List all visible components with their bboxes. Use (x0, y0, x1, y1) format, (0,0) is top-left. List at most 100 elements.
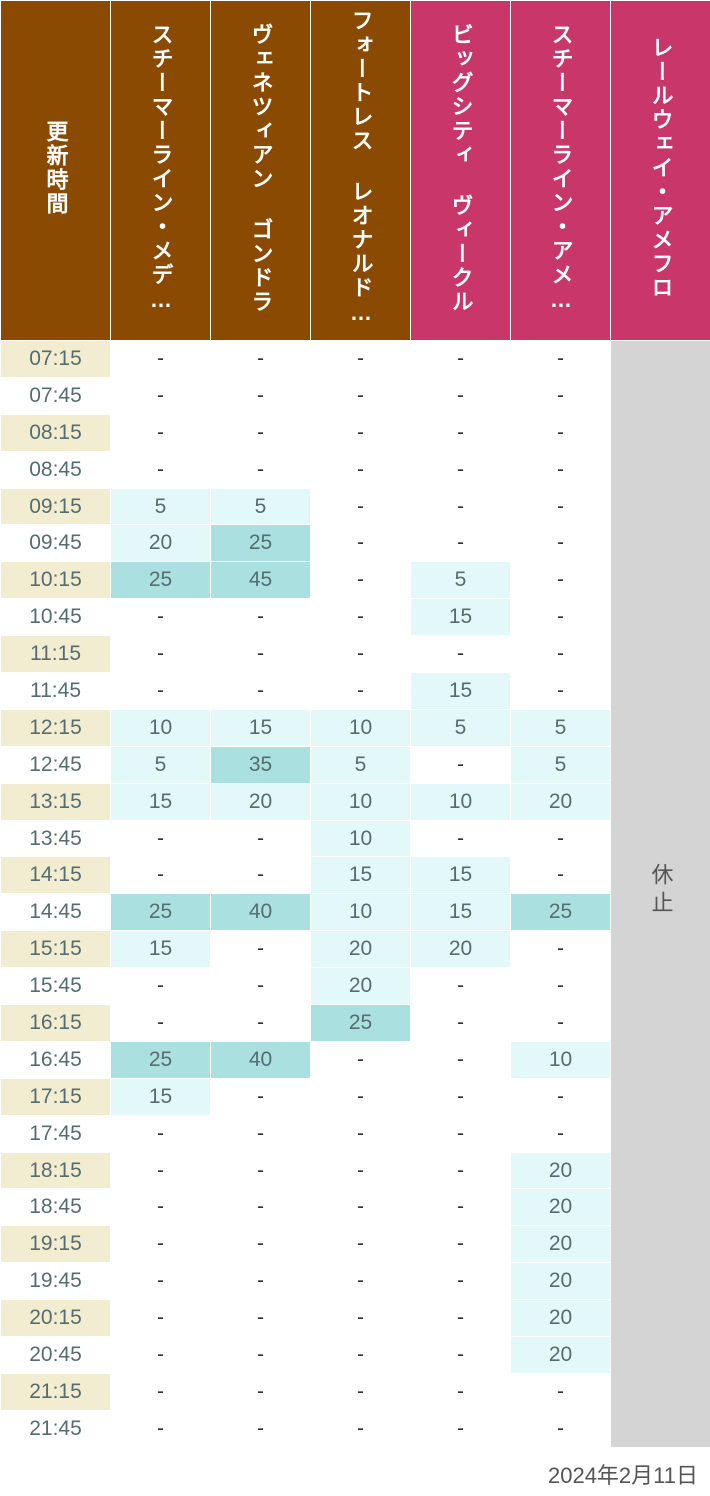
wait-cell-fort: - (311, 1189, 411, 1226)
time-cell: 08:15 (1, 414, 111, 451)
table-row: 15:45--20-- (1, 968, 710, 1005)
wait-cell-fort: 5 (311, 746, 411, 783)
wait-cell-bigcity: 20 (411, 931, 511, 968)
wait-cell-fort: 10 (311, 820, 411, 857)
wait-cell-steam1: - (111, 1300, 211, 1337)
wait-cell-gondola: - (211, 1263, 311, 1300)
wait-cell-bigcity: 15 (411, 857, 511, 894)
wait-cell-steam2: 10 (511, 1041, 611, 1078)
wait-cell-fort: 25 (311, 1005, 411, 1042)
column-header-label: 更新時間 (40, 120, 72, 216)
wait-cell-steam1: - (111, 1005, 211, 1042)
wait-cell-fort: - (311, 451, 411, 488)
wait-cell-bigcity: - (411, 451, 511, 488)
wait-cell-bigcity: - (411, 1115, 511, 1152)
time-cell: 10:45 (1, 599, 111, 636)
time-cell: 21:15 (1, 1373, 111, 1410)
wait-cell-steam2: 25 (511, 894, 611, 931)
wait-cell-steam2: - (511, 968, 611, 1005)
wait-cell-steam2: - (511, 341, 611, 378)
wait-cell-fort: - (311, 1300, 411, 1337)
wait-cell-fort: - (311, 414, 411, 451)
wait-cell-bigcity: - (411, 1152, 511, 1189)
wait-cell-steam2: - (511, 1005, 611, 1042)
table-row: 16:452540--10 (1, 1041, 710, 1078)
table-row: 08:45----- (1, 451, 710, 488)
table-row: 09:452025--- (1, 525, 710, 562)
wait-cell-steam2: - (511, 1115, 611, 1152)
table-row: 09:1555--- (1, 488, 710, 525)
wait-cell-steam2: - (511, 562, 611, 599)
wait-cell-steam2: - (511, 820, 611, 857)
column-header-label: ヴェネツィアン ゴンドラ (245, 23, 277, 314)
time-cell: 16:15 (1, 1005, 111, 1042)
wait-cell-bigcity: - (411, 525, 511, 562)
wait-cell-steam1: 15 (111, 783, 211, 820)
wait-cell-bigcity: - (411, 820, 511, 857)
wait-cell-fort: - (311, 1152, 411, 1189)
table-row: 12:455355-5 (1, 746, 710, 783)
column-header-steam1: スチーマーライン・メデ… (111, 1, 211, 341)
column-header-gondola: ヴェネツィアン ゴンドラ (211, 1, 311, 341)
wait-cell-steam2: 5 (511, 709, 611, 746)
time-cell: 17:45 (1, 1115, 111, 1152)
wait-cell-bigcity: - (411, 414, 511, 451)
wait-cell-gondola: 40 (211, 894, 311, 931)
time-cell: 17:15 (1, 1078, 111, 1115)
column-header-label: フォートレス レオナルド… (345, 9, 377, 327)
wait-cell-fort: 10 (311, 894, 411, 931)
wait-cell-fort: 20 (311, 931, 411, 968)
time-cell: 19:15 (1, 1226, 111, 1263)
wait-cell-steam1: 25 (111, 894, 211, 931)
wait-cell-fort: - (311, 488, 411, 525)
table-row: 10:152545-5- (1, 562, 710, 599)
wait-cell-gondola: 15 (211, 709, 311, 746)
wait-cell-steam1: 15 (111, 931, 211, 968)
wait-cell-steam1: - (111, 820, 211, 857)
wait-cell-bigcity: - (411, 377, 511, 414)
wait-cell-steam1: - (111, 1410, 211, 1447)
table-row: 12:1510151055 (1, 709, 710, 746)
wait-cell-fort: - (311, 599, 411, 636)
time-cell: 16:45 (1, 1041, 111, 1078)
wait-cell-steam2: - (511, 673, 611, 710)
wait-cell-fort: - (311, 1078, 411, 1115)
wait-cell-steam2: 20 (511, 1337, 611, 1374)
time-cell: 10:15 (1, 562, 111, 599)
wait-cell-bigcity: - (411, 1300, 511, 1337)
wait-cell-steam2: - (511, 857, 611, 894)
wait-cell-bigcity: - (411, 1410, 511, 1447)
wait-cell-steam2: - (511, 451, 611, 488)
wait-cell-bigcity: - (411, 968, 511, 1005)
closed-label: 休止 (645, 863, 677, 919)
table-row: 18:15----20 (1, 1152, 710, 1189)
wait-time-table: 更新時間 スチーマーライン・メデ… ヴェネツィアン ゴンドラ フォートレス レオナルド… (0, 0, 710, 1448)
table-header: 更新時間 スチーマーライン・メデ… ヴェネツィアン ゴンドラ フォートレス レオナルド… (1, 1, 710, 341)
column-header-time: 更新時間 (1, 1, 111, 341)
wait-cell-bigcity: 10 (411, 783, 511, 820)
time-cell: 11:45 (1, 673, 111, 710)
table-row: 20:15----20 (1, 1300, 710, 1337)
wait-cell-steam1: - (111, 636, 211, 673)
wait-cell-steam1: - (111, 341, 211, 378)
wait-cell-steam2: 20 (511, 783, 611, 820)
time-cell: 14:45 (1, 894, 111, 931)
table-row: 13:45--10-- (1, 820, 710, 857)
wait-cell-steam2: - (511, 931, 611, 968)
table-row: 20:45----20 (1, 1337, 710, 1374)
column-header-label: スチーマーライン・メデ… (145, 23, 177, 314)
wait-cell-gondola: - (211, 673, 311, 710)
wait-cell-steam1: 5 (111, 746, 211, 783)
wait-cell-fort: - (311, 1041, 411, 1078)
table-row: 07:15-----休止 (1, 341, 710, 378)
table-row: 18:45----20 (1, 1189, 710, 1226)
wait-cell-steam2: - (511, 414, 611, 451)
wait-cell-gondola: - (211, 1410, 311, 1447)
wait-cell-steam1: 25 (111, 562, 211, 599)
wait-cell-steam1: 25 (111, 1041, 211, 1078)
wait-cell-steam1: - (111, 1373, 211, 1410)
wait-cell-gondola: 45 (211, 562, 311, 599)
wait-cell-gondola: - (211, 1337, 311, 1374)
table-body: 07:15-----休止07:45-----08:15-----08:45---… (1, 341, 710, 1448)
time-cell: 12:15 (1, 709, 111, 746)
